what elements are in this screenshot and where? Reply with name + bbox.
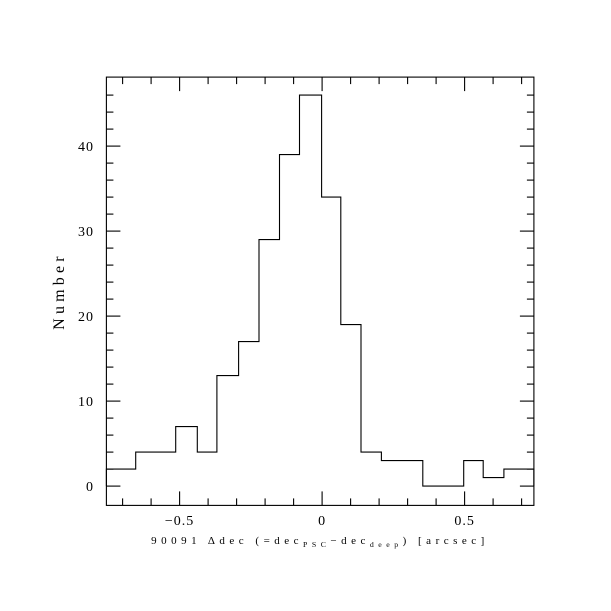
svg-text:−0.5: −0.5 [165,514,194,529]
svg-text:40: 40 [78,140,94,155]
svg-text:30: 30 [78,225,94,240]
svg-text:0: 0 [318,514,326,529]
svg-text:0: 0 [86,480,94,495]
svg-text:Number: Number [51,252,68,330]
svg-text:10: 10 [78,395,94,410]
svg-text:0.5: 0.5 [454,514,475,529]
svg-text:20: 20 [78,310,94,325]
